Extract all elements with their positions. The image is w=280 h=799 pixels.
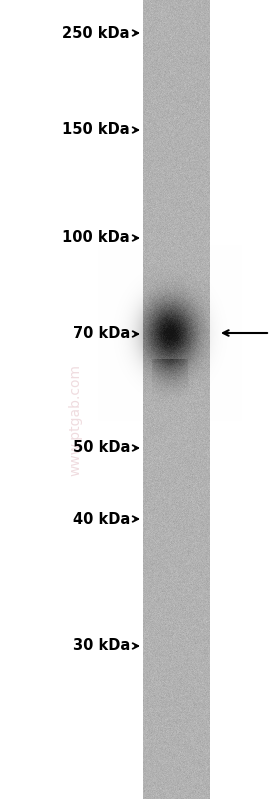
Text: 100 kDa: 100 kDa bbox=[62, 230, 130, 245]
Text: 40 kDa: 40 kDa bbox=[73, 511, 130, 527]
Text: 50 kDa: 50 kDa bbox=[73, 440, 130, 455]
Text: 70 kDa: 70 kDa bbox=[73, 327, 130, 341]
Text: 150 kDa: 150 kDa bbox=[62, 122, 130, 137]
Text: 250 kDa: 250 kDa bbox=[62, 26, 130, 41]
Text: www.ptgab.com: www.ptgab.com bbox=[68, 364, 82, 476]
Text: 30 kDa: 30 kDa bbox=[73, 638, 130, 654]
